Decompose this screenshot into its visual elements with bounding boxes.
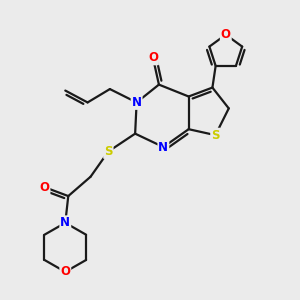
Text: S: S xyxy=(211,129,220,142)
Text: O: O xyxy=(221,28,231,41)
Text: O: O xyxy=(148,51,158,64)
Text: N: N xyxy=(60,216,70,229)
Text: O: O xyxy=(60,266,70,278)
Text: O: O xyxy=(40,181,50,194)
Text: N: N xyxy=(158,140,168,154)
Text: N: N xyxy=(132,96,142,109)
Text: S: S xyxy=(104,145,112,158)
